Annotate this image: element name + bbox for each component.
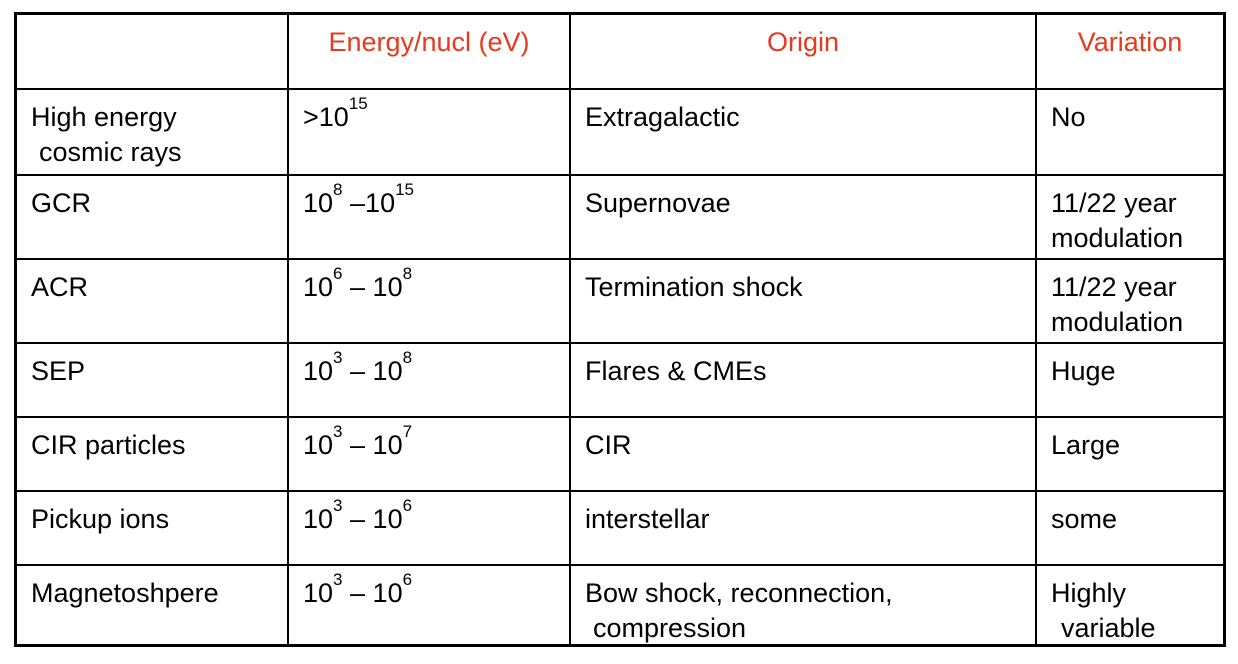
energy-range: 103 – 107 — [287, 416, 571, 492]
population-name: CIR particles — [17, 416, 289, 492]
table-row: CIR particles 103 – 107 CIR Large — [17, 416, 1223, 492]
header-variation: Variation — [1035, 15, 1223, 90]
variation-cell: some — [1035, 490, 1223, 566]
origin-cell: Flares & CMEs — [569, 342, 1037, 418]
variation-cell: Large — [1035, 416, 1223, 492]
table-header-row: Energy/nucl (eV) Origin Variation — [17, 15, 1223, 90]
table-row: GCR 108 –1015 Supernovae 11/22 year modu… — [17, 174, 1223, 260]
variation-cell: 11/22 year modulation — [1035, 258, 1223, 344]
origin-cell: interstellar — [569, 490, 1037, 566]
table-row: Pickup ions 103 – 106 interstellar some — [17, 490, 1223, 566]
variation-cell: Highly variable — [1035, 564, 1223, 647]
energy-range: 103 – 106 — [287, 564, 571, 647]
energy-range: >1015 — [287, 88, 571, 176]
origin-cell: CIR — [569, 416, 1037, 492]
header-energy: Energy/nucl (eV) — [287, 15, 571, 90]
variation-cell: No — [1035, 88, 1223, 176]
header-cell-blank — [17, 15, 289, 90]
table-row: Magnetoshpere 103 – 106 Bow shock, recon… — [17, 564, 1223, 647]
particle-table-frame: Energy/nucl (eV) Origin Variation High e… — [14, 12, 1226, 647]
population-name: High energy cosmic rays — [17, 88, 289, 176]
population-name: Pickup ions — [17, 490, 289, 566]
population-name: GCR — [17, 174, 289, 260]
variation-cell: 11/22 year modulation — [1035, 174, 1223, 260]
energy-range: 106 – 108 — [287, 258, 571, 344]
variation-cell: Huge — [1035, 342, 1223, 418]
table-row: High energy cosmic rays >1015 Extragalac… — [17, 88, 1223, 176]
population-name: ACR — [17, 258, 289, 344]
table-row: SEP 103 – 108 Flares & CMEs Huge — [17, 342, 1223, 418]
origin-cell: Supernovae — [569, 174, 1037, 260]
origin-cell: Bow shock, reconnection, compression — [569, 564, 1037, 647]
particle-populations-table: Energy/nucl (eV) Origin Variation High e… — [17, 15, 1223, 647]
origin-cell: Termination shock — [569, 258, 1037, 344]
table-row: ACR 106 – 108 Termination shock 11/22 ye… — [17, 258, 1223, 344]
energy-range: 103 – 106 — [287, 490, 571, 566]
energy-range: 108 –1015 — [287, 174, 571, 260]
population-name: Magnetoshpere — [17, 564, 289, 647]
population-name: SEP — [17, 342, 289, 418]
energy-range: 103 – 108 — [287, 342, 571, 418]
header-origin: Origin — [569, 15, 1037, 90]
origin-cell: Extragalactic — [569, 88, 1037, 176]
